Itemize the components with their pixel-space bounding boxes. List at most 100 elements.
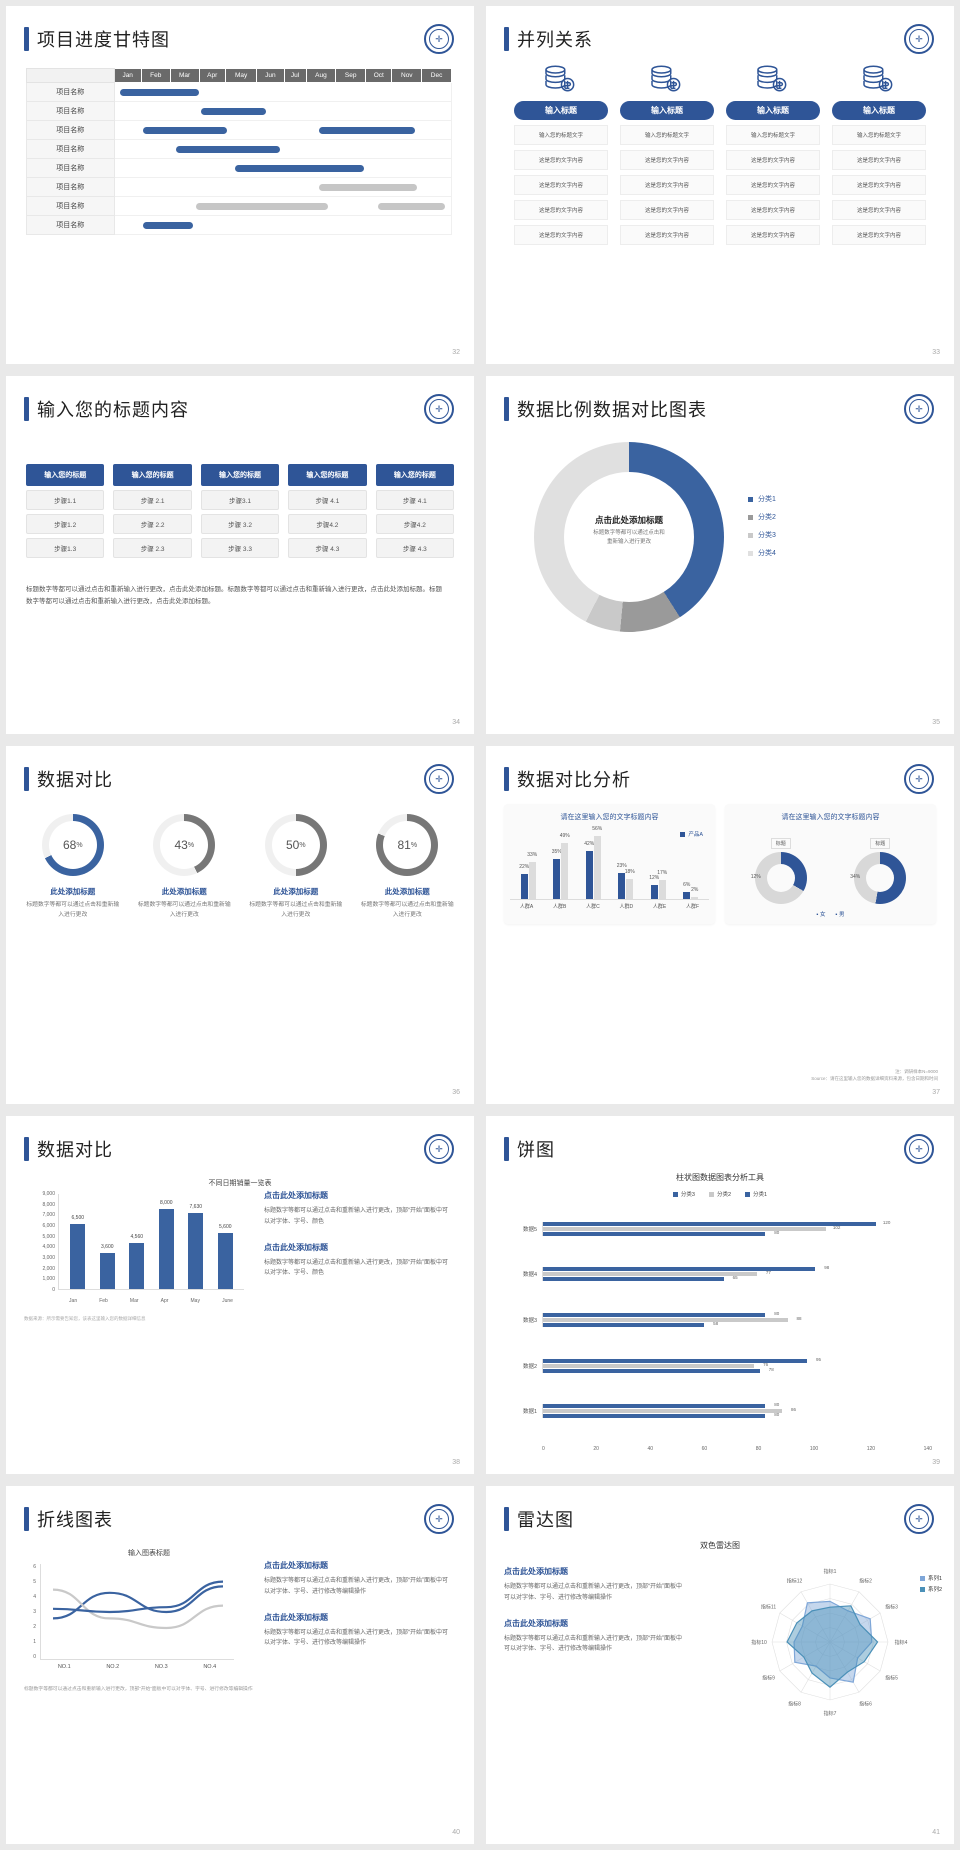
brand-logo-icon: ✛: [424, 764, 454, 794]
gantt-row: 项目名称: [26, 196, 453, 216]
column-cell[interactable]: 这是您的文字内容: [514, 225, 608, 245]
page-title: 数据比例数据对比图表: [504, 396, 707, 422]
step-header[interactable]: 输入您的标题: [200, 464, 280, 486]
radar-axis-label: 指标2: [859, 1578, 872, 1585]
slide-32-gantt[interactable]: 项目进度甘特图 ✛ Jan Feb Mar Apr May Jun Jul Aug Sep Oct…: [6, 6, 474, 364]
column-pill-button[interactable]: 输入标题: [726, 101, 820, 120]
step-item[interactable]: 步骤 4.1: [375, 490, 455, 510]
y-tick: 2: [33, 1624, 36, 1630]
step-item[interactable]: 步骤 4.3: [375, 538, 455, 558]
page-title: 项目进度甘特图: [24, 26, 170, 52]
column-cell[interactable]: 这是您的文字内容: [832, 150, 926, 170]
legend-swatch-icon: [672, 1191, 678, 1197]
donut-ring: 34%: [850, 852, 907, 904]
page-number: 38: [452, 1459, 460, 1466]
chart-title: 输入图表标题: [128, 1550, 170, 1557]
bar-value-label: 49%: [559, 833, 570, 840]
slide-39-hbar[interactable]: 饼图 ✛ 柱状图数据图表分析工具 分类3 分类2 分类1 数据5 120 102 80 数据…: [486, 1116, 954, 1474]
x-tick: June: [222, 1298, 233, 1304]
parallel-column: 输入标题输入您的标题文字 这是您的文字内容 这是您的文字内容 这是您的文字内容 这是您的…: [832, 64, 926, 245]
radar-svg: 指标1 指标2 指标3 指标4 指标5 指标6 指标7 指标8 指标9 指标10 指标11 指标12: [751, 1568, 907, 1717]
bar-value-label: 35%: [551, 849, 562, 856]
step-item[interactable]: 步骤1.3: [26, 538, 105, 558]
slide-title-text: 饼图: [517, 1140, 555, 1160]
y-tick: 2,000: [42, 1265, 55, 1272]
step-header[interactable]: 输入您的标题: [113, 464, 192, 486]
block-heading: 点击此处添加标题: [504, 1567, 568, 1576]
step-item[interactable]: 步骤 2.3: [113, 538, 192, 558]
text-blocks: 点击此处添加标题 标题数字等都可以通过点击和重新输入进行更改，顶部“开始”面板中…: [504, 1566, 684, 1669]
slide-36-rings[interactable]: 数据对比 ✛ 68% 此处添加标题 标题数字等都可以通过点击和重新输入进行更改 …: [6, 746, 474, 1104]
column-cell[interactable]: 这是您的文字内容: [620, 225, 714, 245]
step-item[interactable]: 步骤4.2: [288, 514, 367, 534]
column-cell[interactable]: 这是您的文字内容: [726, 175, 820, 195]
column-cell[interactable]: 这是您的文字内容: [620, 175, 714, 195]
column-cell[interactable]: 这是您的文字内容: [726, 225, 820, 245]
slide-38-column[interactable]: 数据对比 ✛ 不同日期销量一览表 0 1,000 2,000 3,000 4,000 5,…: [6, 1116, 474, 1474]
step-item[interactable]: 步骤4.2: [375, 514, 455, 534]
bar-value-label: 2%: [691, 886, 699, 893]
gantt-track: [113, 120, 453, 140]
gantt-bar: [201, 108, 266, 115]
title-accent-bar: [24, 1137, 29, 1161]
column-cell[interactable]: 这是您的文字内容: [514, 200, 608, 220]
column-pill-button[interactable]: 输入标题: [514, 101, 608, 120]
hbar-value-label: 95: [815, 1356, 821, 1362]
slide-title-text: 数据比例数据对比图表: [517, 400, 707, 420]
slide-33-parallel[interactable]: 并列关系 ✛ 输入标题 输入您的标题文字 这是您的文字内容 这是您的文字内容 这是您的文…: [486, 6, 954, 364]
column-cell[interactable]: 这是您的文字内容: [620, 150, 714, 170]
donut-panel: 请在这里输入您的文字标题内容 标题 12% 标题 34%: [725, 804, 936, 924]
hbar: 120: [543, 1220, 890, 1226]
column-cell[interactable]: 这是您的文字内容: [832, 175, 926, 195]
x-tick: NO.4: [203, 1664, 217, 1670]
step-item[interactable]: 步骤3.1: [200, 490, 280, 510]
column-cell[interactable]: 输入您的标题文字: [726, 125, 820, 145]
text-block: 点击此处添加标题 标题数字等都可以通过点击和重新输入进行更改，顶部“开始”面板中…: [504, 1566, 684, 1604]
step-item[interactable]: 步骤 2.2: [113, 514, 192, 534]
slide-40-line[interactable]: 折线图表 ✛ 输入图表标题 6 5 4 3 2 1 0 NO.1 NO.2 NO.3 NO.4 标…: [6, 1486, 474, 1844]
bar-value-label: 6,500: [71, 1215, 85, 1221]
gantt-month-header: Jun: [256, 68, 285, 83]
column-cell[interactable]: 这是您的文字内容: [832, 200, 926, 220]
column-pill-button[interactable]: 输入标题: [620, 101, 714, 120]
step-item[interactable]: 步骤1.1: [26, 490, 105, 510]
step-header[interactable]: 输入您的标题: [375, 464, 455, 486]
step-header[interactable]: 输入您的标题: [26, 464, 105, 486]
column-cell[interactable]: 这是您的文字内容: [726, 150, 820, 170]
gantt-chart: Jan Feb Mar Apr May Jun Jul Aug Sep Oct Nov Dec 项目名…: [26, 68, 453, 235]
step-header[interactable]: 输入您的标题: [288, 464, 367, 486]
column-cell[interactable]: 输入您的标题文字: [832, 125, 926, 145]
hbar-group: 98 77 65: [542, 1265, 932, 1282]
column-cell[interactable]: 这是您的文字内容: [514, 175, 608, 195]
step-item[interactable]: 步骤 4.1: [288, 490, 367, 510]
bar-value-label: 4,560: [130, 1234, 144, 1241]
slide-35-donut[interactable]: 数据比例数据对比图表 ✛ 点击此处添加标题 标题数字等都可以通过点击和 重新输入…: [486, 376, 954, 734]
step-item[interactable]: 步骤 3.3: [200, 538, 280, 558]
bar: 23%: [617, 863, 627, 899]
ring-title: 此处添加标题: [50, 887, 96, 896]
step-item[interactable]: 步骤1.2: [26, 514, 105, 534]
column-cell[interactable]: 这是您的文字内容: [620, 200, 714, 220]
radar-axis-label: 指标12: [787, 1578, 803, 1585]
slide-34-steps[interactable]: 输入您的标题内容 ✛ 输入您的标题 步骤1.1 步骤1.2 步骤1.3 输入您的标题 步骤…: [6, 376, 474, 734]
hbar: 65: [543, 1275, 738, 1282]
x-tick: 0: [542, 1446, 545, 1452]
column-cell[interactable]: 输入您的标题文字: [620, 125, 714, 145]
legend-swatch-icon: [745, 1191, 751, 1197]
horizontal-bar-chart: 数据5 120 102 80 数据4 98 77 65 数据3 80 88 58 数据2 95 76 78 数据…: [508, 1206, 932, 1434]
hbar-row: 数据1 80 86 80: [508, 1388, 932, 1434]
column-cell[interactable]: 输入您的标题文字: [514, 125, 608, 145]
column-cell[interactable]: 这是您的文字内容: [726, 200, 820, 220]
slide-37-compare[interactable]: 数据对比分析 ✛ 请在这里输入您的文字标题内容 产品A 22% 33% 35% 49%…: [486, 746, 954, 1104]
hbar-group: 95 76 78: [542, 1356, 932, 1373]
ring-title: 此处添加标题: [384, 887, 430, 896]
radar-chart: 指标1 指标2 指标3 指标4 指标5 指标6 指标7 指标8 指标9 指标10 指标11 指标12: [738, 1554, 938, 1724]
step-item[interactable]: 步骤 2.1: [113, 490, 192, 510]
step-item[interactable]: 步骤 4.3: [288, 538, 367, 558]
column-cell[interactable]: 这是您的文字内容: [514, 150, 608, 170]
column-cell[interactable]: 这是您的文字内容: [832, 225, 926, 245]
slide-41-radar[interactable]: 雷达图 ✛ 双色雷达图 点击此处添加标题 标题数字等都可以通过点击和重新输入进行…: [486, 1486, 954, 1844]
legend-item: 分类4: [748, 548, 776, 558]
step-item[interactable]: 步骤 3.2: [200, 514, 280, 534]
column-pill-button[interactable]: 输入标题: [832, 101, 926, 120]
